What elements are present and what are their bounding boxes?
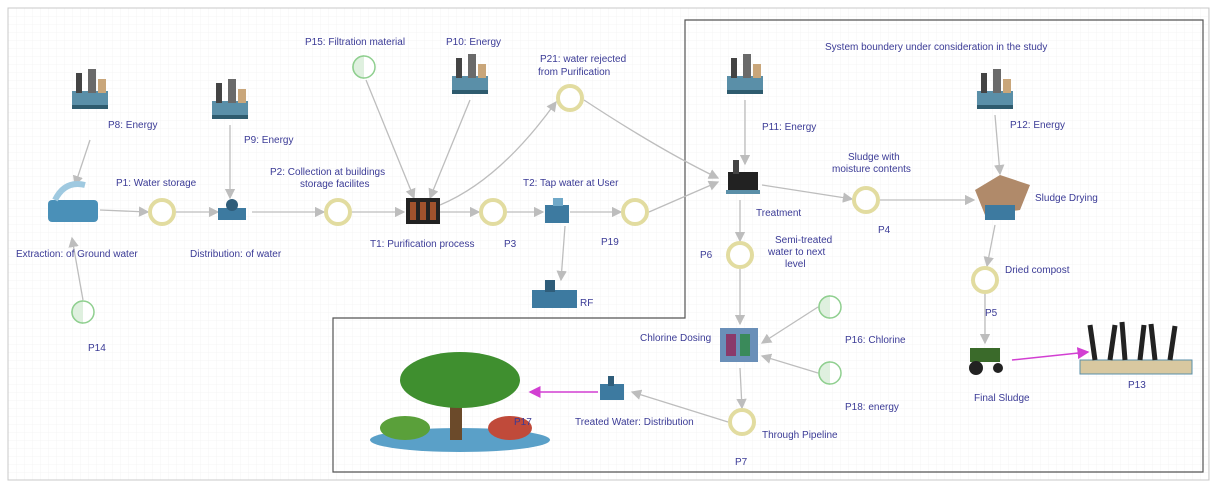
label: Semi-treated [775,235,832,246]
label: T1: Purification process [370,239,475,250]
label: P19 [601,237,619,248]
label: P7 [735,457,748,468]
label: Sludge Drying [1035,193,1098,204]
label: P4 [878,225,891,236]
label: System boundery under consideration in t… [825,42,1047,53]
label: Dried compost [1005,265,1070,276]
label: moisture contents [832,164,911,175]
label: T2: Tap water at User [523,178,619,189]
label: from Purification [538,67,610,78]
label: Chlorine Dosing [640,333,711,344]
label: P6 [700,250,713,261]
chlorine-icon [720,328,758,362]
label: Treated Water: Distribution [575,417,694,428]
label: storage facilites [300,179,369,190]
label: P17 [514,417,532,428]
label: P16: Chlorine [845,335,906,346]
label: Through Pipeline [762,430,838,441]
purification-icon [406,198,440,224]
label: level [785,259,806,270]
label: RF [580,298,593,309]
label: P12: Energy [1010,120,1065,131]
label: Sludge with [848,152,900,163]
label: Extraction: of Ground water [16,249,138,260]
label: P1: Water storage [116,178,197,189]
label: P13 [1128,380,1146,391]
label: P2: Collection at buildings [270,167,385,178]
label: P14 [88,343,106,354]
label: P15: Filtration material [305,37,405,48]
label: P5 [985,308,998,319]
label: P9: Energy [244,135,293,146]
label: Distribution: of water [190,249,282,260]
label: water to next [767,247,825,258]
label: P8: Energy [108,120,157,131]
label: P18: energy [845,402,899,413]
label: P21: water rejected [540,54,626,65]
diagram: P8: Energy P9: Energy P15: Filtration ma… [0,0,1217,486]
label: P3 [504,239,517,250]
label: P11: Energy [762,122,816,133]
label: P10: Energy [446,37,501,48]
label: Final Sludge [974,393,1030,404]
label: Treatment [756,208,801,219]
